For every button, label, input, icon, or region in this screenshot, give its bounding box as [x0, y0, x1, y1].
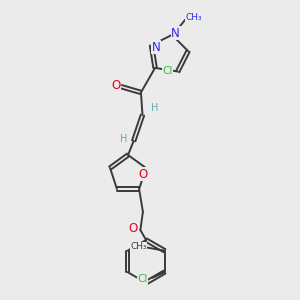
Text: CH₃: CH₃: [130, 242, 147, 251]
Text: O: O: [111, 79, 120, 92]
Text: N: N: [152, 41, 160, 54]
Text: Cl: Cl: [163, 66, 173, 76]
Text: O: O: [139, 168, 148, 181]
Text: N: N: [171, 27, 180, 40]
Text: CH₃: CH₃: [186, 13, 202, 22]
Text: H: H: [151, 103, 158, 113]
Text: H: H: [120, 134, 127, 144]
Text: O: O: [129, 222, 138, 235]
Text: Cl: Cl: [137, 274, 148, 284]
